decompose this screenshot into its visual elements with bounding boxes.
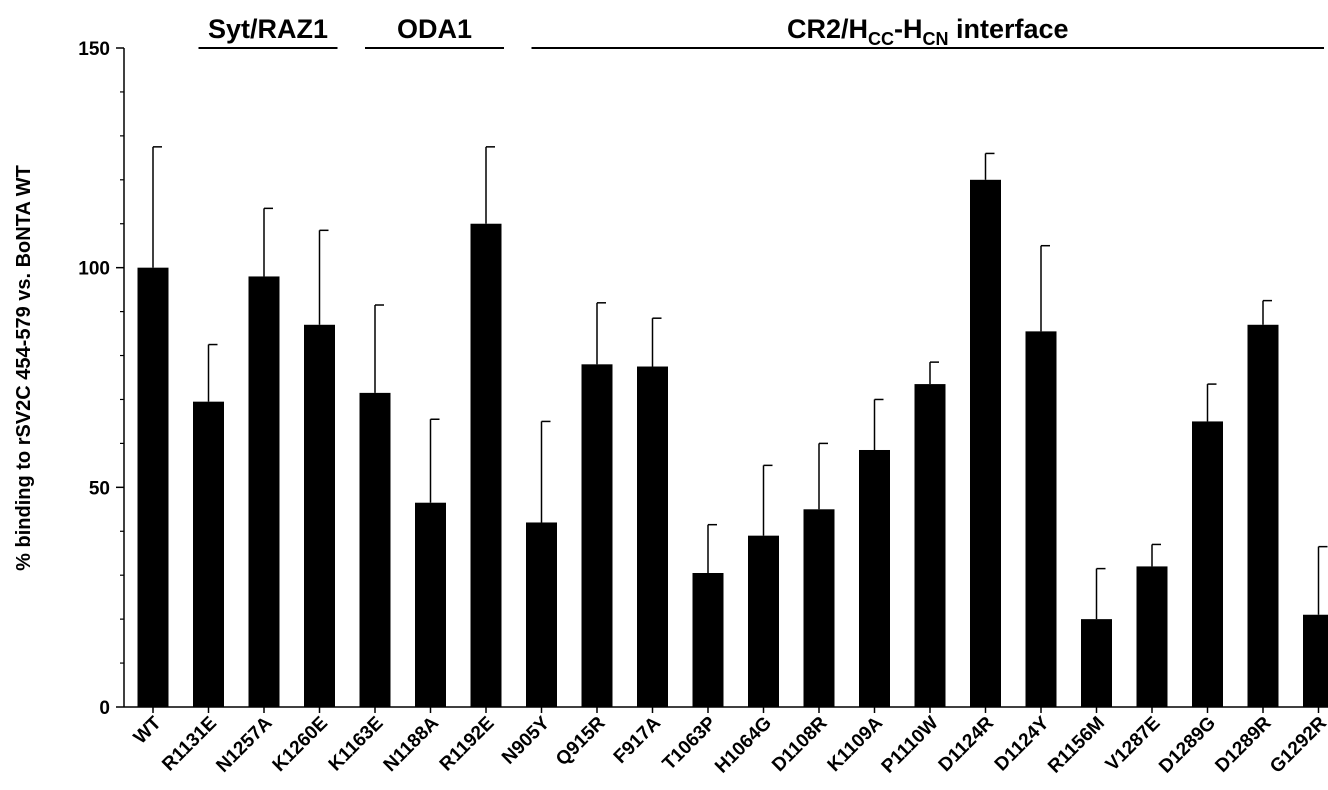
x-tick-label: N1257A [212, 712, 276, 776]
bar-h1064g [748, 535, 779, 707]
bar-n1257a [248, 276, 280, 707]
x-tick-label: N1188A [380, 712, 444, 776]
group-label: ODA1 [397, 14, 472, 44]
bar-d1124y [1025, 331, 1057, 707]
x-tick-label: R1131E [158, 713, 221, 776]
bar-t1063p [692, 573, 724, 707]
bar-k1163e [359, 392, 391, 707]
y-tick-label: 150 [78, 39, 110, 60]
x-tick-label: K1260E [269, 713, 332, 776]
y-axis-label: % binding to rSV2C 454-579 vs. BoNTA WT [13, 165, 35, 571]
plot-area: 0 50 100 150 WTR1131EN1257AK1260EK1163EN1188… [78, 14, 1328, 778]
x-tick-label: R1192E [436, 713, 499, 776]
bar-g1292r [1303, 614, 1328, 707]
group-label: CR2/HCC-HCN interface [787, 14, 1069, 49]
x-tick-label: D1124R [935, 712, 999, 776]
x-tick-label: T1063P [659, 712, 721, 774]
x-tick-label: D1289R [1211, 712, 1275, 776]
x-tick-label: K1109A [824, 712, 888, 776]
bar-q915r [581, 364, 613, 707]
x-tick-label: D1108R [768, 712, 832, 776]
y-tick-label: 0 [99, 698, 110, 719]
bar-r1192e [470, 223, 502, 707]
x-tick-label: D1289G [1155, 713, 1220, 778]
bar-d1124r [970, 179, 1001, 708]
x-tick-label: K1163E [325, 713, 388, 776]
y-tick-label: 50 [89, 478, 110, 499]
x-tick-label: F917A [610, 712, 665, 767]
x-tick-label: WT [130, 712, 166, 748]
bar-d1289r [1247, 324, 1279, 707]
bar-wt [137, 267, 169, 707]
x-tick-label: P1110W [878, 713, 943, 778]
x-tick-label: G1292R [1266, 712, 1328, 777]
bar-d1108r [803, 509, 835, 707]
x-tick-label: V1287E [1102, 713, 1165, 776]
x-tick-label: R1156M [1044, 713, 1109, 778]
bar-d1289g [1192, 421, 1223, 707]
x-tick-label: N905Y [498, 712, 554, 768]
bar-r1131e [193, 401, 224, 707]
group-label: Syt/RAZ1 [208, 14, 328, 44]
bar-f917a [637, 366, 668, 707]
bar-k1260e [304, 324, 335, 707]
bar-p1110w [914, 384, 946, 707]
bar-n905y [526, 522, 557, 707]
y-tick-label: 100 [78, 259, 110, 280]
bar-n1188a [415, 502, 446, 707]
x-tick-label: D1124Y [991, 712, 1054, 775]
x-tick-label: H1064G [711, 713, 776, 778]
bar-v1287e [1136, 566, 1168, 707]
bar-k1109a [859, 449, 890, 707]
x-tick-label: Q915R [552, 712, 610, 770]
bar-r1156m [1081, 619, 1112, 707]
